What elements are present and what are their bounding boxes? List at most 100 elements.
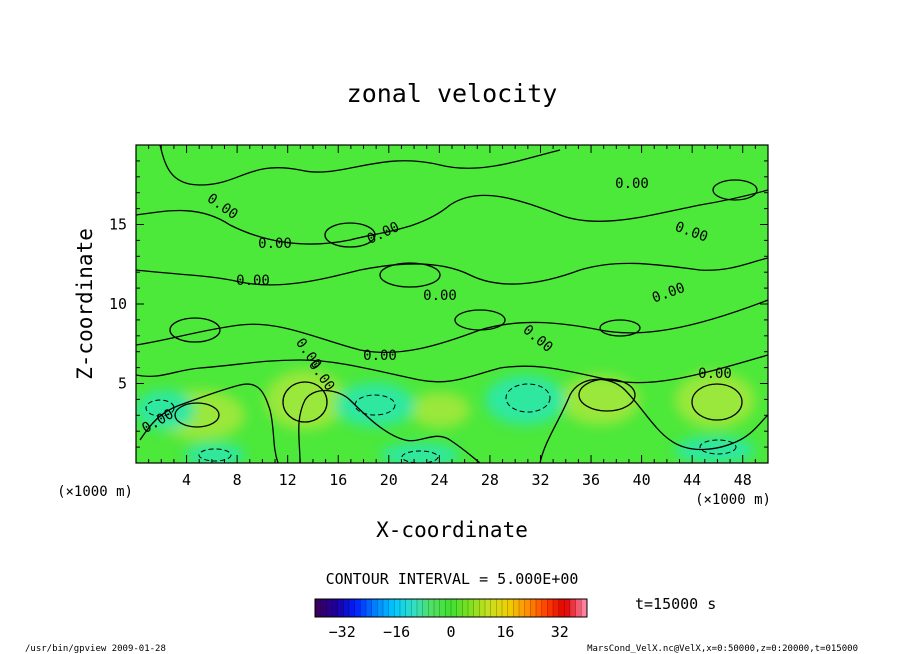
negative-contour	[354, 394, 396, 416]
colorbar-frame	[314, 598, 588, 618]
colorbar-swatch	[451, 599, 458, 617]
negative-region	[185, 443, 245, 463]
contour-label: 0.00	[615, 176, 649, 192]
contour-loop	[599, 319, 641, 337]
y-axis-label: Z-coordinate	[73, 228, 97, 380]
contour-interval-label: CONTOUR INTERVAL = 5.000E+00	[326, 570, 579, 588]
chart-title: zonal velocity	[347, 79, 558, 108]
contour-loop	[578, 378, 636, 412]
contour-line	[136, 354, 768, 384]
negative-region	[380, 443, 460, 463]
negative-region	[335, 383, 415, 427]
colorbar-swatch	[394, 599, 401, 617]
contour-label: 0.00	[236, 273, 270, 289]
negative-contour	[505, 383, 551, 413]
colorbar-swatch	[315, 599, 322, 617]
colorbar-swatch	[428, 599, 435, 617]
footer-right: MarsCond_VelX.nc@VelX,x=0:50000,z=0:2000…	[587, 644, 858, 654]
negative-contour	[699, 439, 737, 455]
colorbar-swatch	[354, 599, 361, 617]
colorbar-swatch	[366, 599, 373, 617]
colorbar-swatch	[513, 599, 520, 617]
x-unit-label-left: (×1000 m)	[57, 484, 133, 500]
x-tick-label: 8	[233, 471, 242, 489]
contour-label: 0.00	[363, 348, 397, 364]
colorbar-swatch	[462, 599, 469, 617]
colorbar-swatch	[553, 599, 560, 617]
colorbar-swatch	[468, 599, 475, 617]
colorbar-tick-label: 0	[446, 623, 455, 641]
x-tick-label: 12	[279, 471, 297, 489]
contour-line	[139, 383, 279, 463]
contour-line	[136, 299, 768, 354]
colorbar-swatch	[400, 599, 407, 617]
contour-line	[159, 145, 561, 186]
colorbar-swatch	[405, 599, 412, 617]
colorbar-ticks: −32 −16 0 16 32	[329, 623, 569, 641]
colorbar-swatch	[383, 599, 390, 617]
x-tick-label: 16	[329, 471, 347, 489]
x-tick-label: 28	[481, 471, 499, 489]
colorbar-swatch	[417, 599, 424, 617]
negative-region	[485, 375, 565, 425]
colorbar-swatch	[496, 599, 503, 617]
contour-loop	[454, 309, 506, 331]
colorbar-swatch	[349, 599, 356, 617]
colorbar-swatch	[564, 599, 571, 617]
colorbar-swatch	[530, 599, 537, 617]
colorbar-swatch	[507, 599, 514, 617]
x-tick-label: 20	[380, 471, 398, 489]
y-tick-label: 10	[109, 295, 127, 313]
colorbar-swatch	[490, 599, 497, 617]
plot-area: 0.00 0.00 0.00 0.00 0.00 0.00 0.00 0.00 …	[109, 144, 769, 489]
colorbar: −32 −16 0 16 32	[314, 598, 588, 641]
contour-loop	[712, 179, 758, 201]
positive-region	[410, 392, 470, 428]
colorbar-swatch	[337, 599, 344, 617]
contour-label: 0.00	[258, 236, 292, 252]
colorbar-swatch	[434, 599, 441, 617]
x-tick-label: 4	[182, 471, 191, 489]
negative-contour	[145, 399, 175, 417]
colorbar-swatch	[558, 599, 565, 617]
contour-label: 0.00	[698, 366, 732, 382]
y-tick-labels: 5 10 15	[109, 216, 127, 393]
contour-lines	[136, 145, 768, 463]
colorbar-swatch	[456, 599, 463, 617]
contour-loop	[691, 383, 743, 421]
colorbar-swatch	[445, 599, 452, 617]
colorbar-swatch	[479, 599, 486, 617]
colorbar-swatch	[541, 599, 548, 617]
contour-loop	[282, 381, 328, 423]
contour-loop	[324, 222, 376, 248]
colorbar-swatch	[502, 599, 509, 617]
contour-loop	[169, 317, 221, 343]
contour-label: 0.00	[423, 288, 457, 304]
colorbar-swatch	[422, 599, 429, 617]
contour-line	[136, 257, 768, 286]
colorbar-swatch	[581, 599, 588, 617]
colorbar-swatch	[332, 599, 339, 617]
contour-loop	[379, 262, 441, 288]
colorbar-tick-label: 16	[496, 623, 514, 641]
y-tick-label: 15	[109, 216, 127, 234]
colorbar-swatch	[547, 599, 554, 617]
footer-left: /usr/bin/gpview 2009-01-28	[25, 644, 166, 654]
colorbar-swatch	[411, 599, 418, 617]
axis-ticks	[136, 145, 768, 463]
colorbar-swatch	[326, 599, 333, 617]
colorbar-swatch	[320, 599, 327, 617]
contour-loop	[174, 402, 220, 428]
x-tick-label: 48	[734, 471, 752, 489]
negative-contour	[198, 448, 232, 462]
negative-contour	[401, 450, 439, 463]
y-tick-label: 5	[118, 375, 127, 393]
x-tick-label: 24	[430, 471, 448, 489]
x-axis-label: X-coordinate	[376, 518, 528, 542]
x-tick-label: 40	[633, 471, 651, 489]
time-label: t=15000 s	[635, 595, 716, 613]
colorbar-swatch	[519, 599, 526, 617]
contour-line	[136, 189, 768, 245]
contour-line	[539, 378, 768, 463]
